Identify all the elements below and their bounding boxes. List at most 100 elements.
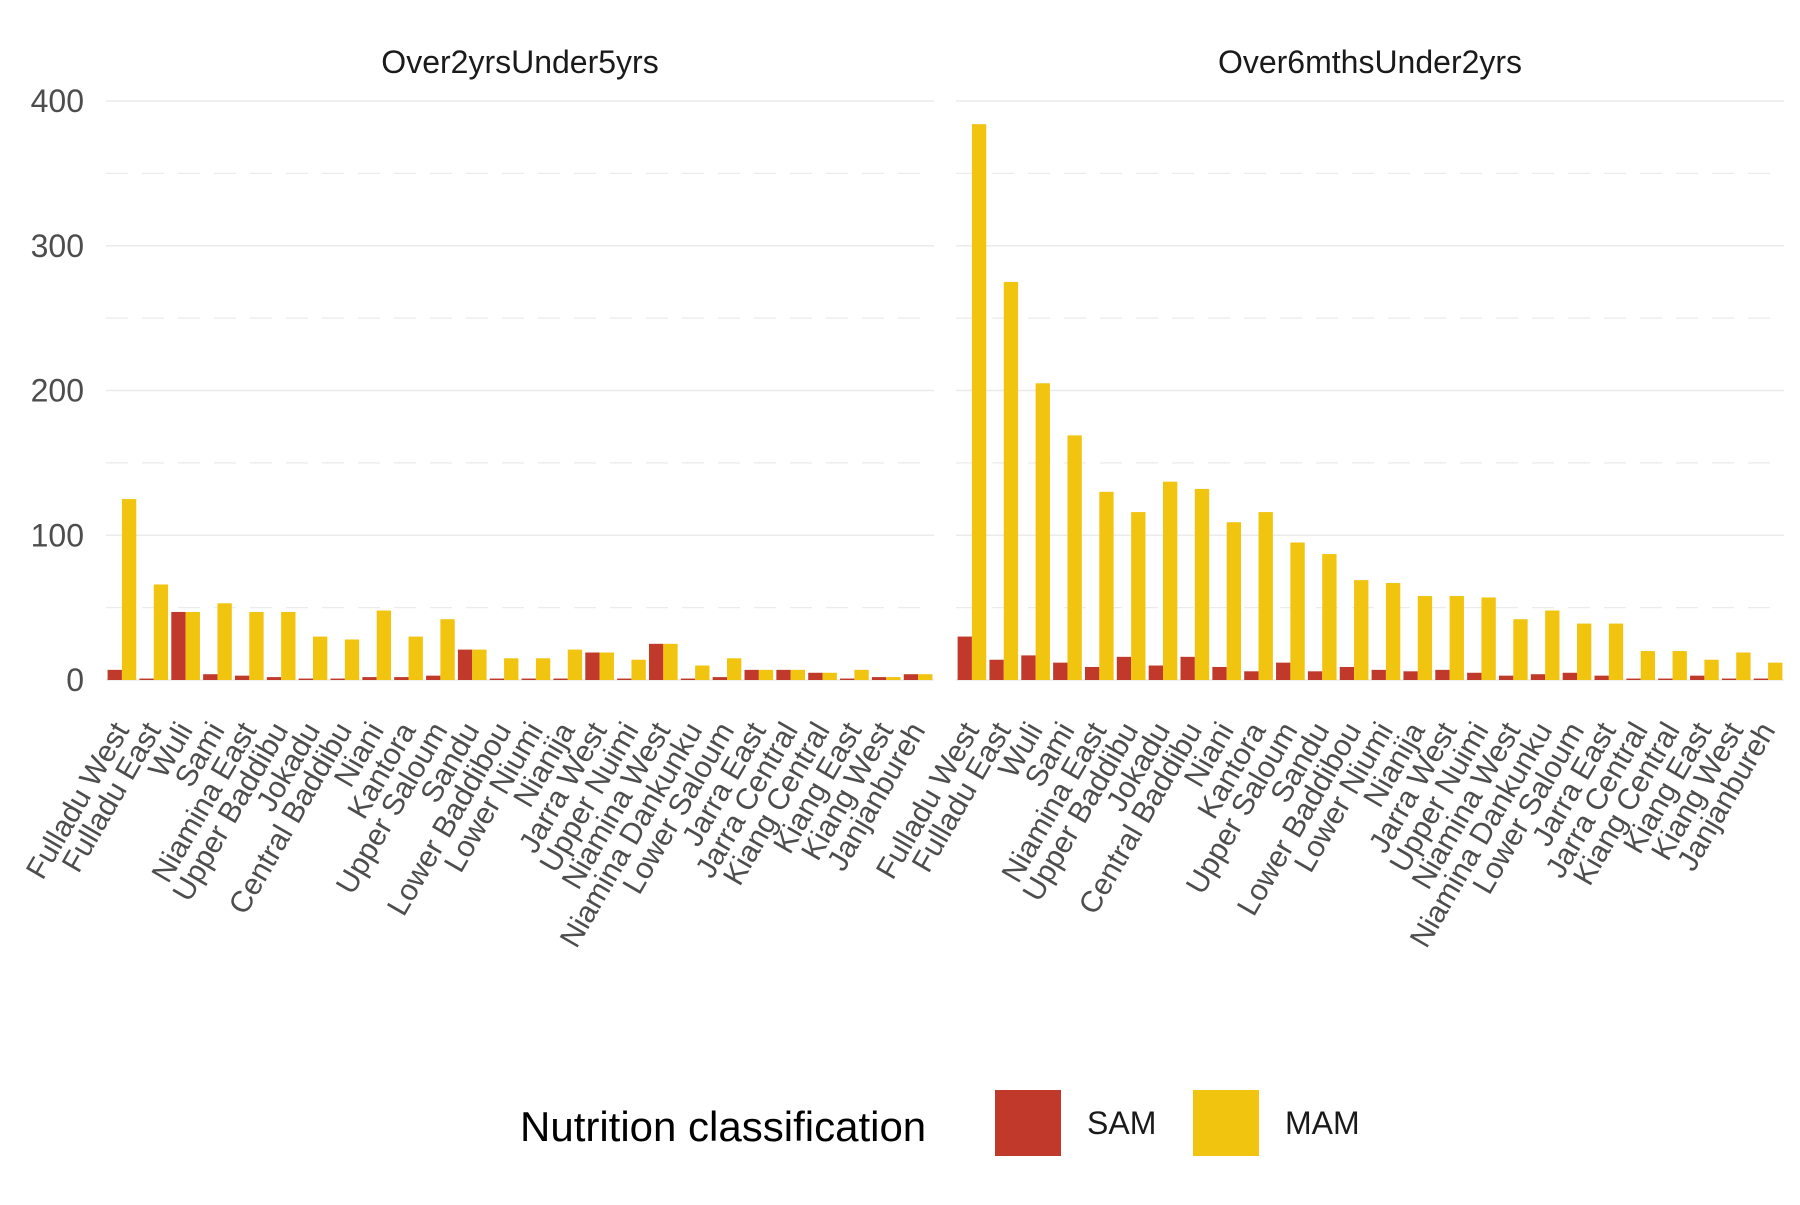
bar-mam (1577, 623, 1592, 680)
bar-sam (426, 675, 441, 680)
bar-sam (139, 678, 154, 680)
legend-title: Nutrition classification (520, 1103, 926, 1150)
bar-sam (1339, 666, 1355, 680)
facet-title: Over2yrsUnder5yrs (381, 44, 658, 80)
bar-sam (298, 678, 313, 680)
bar-mam (1545, 610, 1560, 680)
bar-mam (567, 649, 583, 680)
bar-mam (1322, 554, 1337, 680)
bar-sam (1690, 675, 1705, 680)
bar-mam (1449, 596, 1464, 680)
bar-sam (1307, 671, 1323, 680)
bar-sam (171, 611, 186, 680)
y-tick-label: 200 (31, 373, 84, 409)
bars (107, 124, 1783, 680)
bar-sam (1148, 665, 1163, 680)
y-tick-label: 300 (31, 228, 84, 264)
bar-mam (217, 603, 232, 680)
bar-mam (376, 610, 392, 680)
bar-sam (553, 678, 568, 680)
legend-label-mam: MAM (1285, 1105, 1360, 1141)
bar-mam (281, 611, 296, 680)
bar-mam (727, 658, 742, 680)
bar-mam (1194, 488, 1210, 680)
bar-mam (1354, 580, 1369, 680)
bar-sam (989, 659, 1004, 680)
facet-title: Over6mthsUnder2yrs (1218, 44, 1522, 80)
bar-sam (1626, 678, 1641, 680)
bar-sam (1498, 675, 1514, 680)
bar-mam (854, 669, 869, 680)
bar-sam (840, 678, 855, 680)
bar-sam (808, 672, 823, 680)
bar-mam (313, 636, 328, 680)
bar-sam (648, 643, 664, 680)
bar-sam (957, 636, 972, 680)
bar-sam (1021, 655, 1036, 680)
bar-sam (680, 678, 696, 680)
bar-mam (599, 652, 614, 680)
bar-mam (1099, 491, 1114, 680)
bar-mam (971, 124, 987, 680)
bar-mam (1417, 596, 1433, 680)
bar-mam (344, 639, 360, 680)
legend: Nutrition classification SAM MAM (520, 1090, 1360, 1156)
bar-mam (1290, 542, 1305, 680)
bar-mam (1131, 512, 1146, 680)
bar-sam (457, 649, 473, 680)
bar-sam (489, 678, 505, 680)
bar-sam (394, 677, 409, 680)
bar-sam (871, 677, 887, 680)
bar-mam (1704, 659, 1719, 680)
bar-sam (712, 677, 727, 680)
bar-mam (918, 674, 933, 680)
bar-mam (1481, 597, 1496, 680)
bar-sam (1530, 674, 1546, 680)
bar-sam (1721, 678, 1737, 680)
bar-sam (1053, 662, 1068, 680)
bar-mam (1768, 662, 1783, 680)
legend-key-sam (995, 1090, 1061, 1156)
bar-sam (1116, 656, 1132, 680)
bar-mam (758, 669, 774, 680)
bar-mam (121, 499, 137, 680)
bar-mam (1003, 281, 1019, 680)
bar-sam (903, 674, 919, 680)
bar-mam (1736, 652, 1751, 680)
legend-key-mam (1193, 1090, 1259, 1156)
bar-mam (631, 659, 646, 680)
bar-sam (362, 677, 377, 680)
y-tick-label: 100 (31, 517, 84, 553)
bar-mam (504, 658, 519, 680)
bar-mam (153, 584, 169, 680)
bar-sam (617, 678, 632, 680)
bar-sam (1467, 672, 1482, 680)
bar-sam (776, 669, 791, 680)
bar-sam (744, 669, 759, 680)
bar-sam (107, 669, 122, 680)
bar-mam (535, 658, 551, 680)
y-tick-label: 400 (31, 83, 84, 119)
bar-mam (408, 636, 423, 680)
bar-sam (1753, 678, 1769, 680)
bar-mam (185, 611, 200, 680)
gridlines (106, 100, 1784, 681)
bar-mam (1385, 583, 1401, 680)
bar-sam (1244, 671, 1259, 680)
bar-mam (1513, 619, 1528, 680)
bar-sam (330, 678, 345, 680)
bar-sam (1180, 656, 1195, 680)
bar-sam (203, 674, 218, 680)
bar-mam (472, 649, 487, 680)
bar-mam (695, 665, 710, 680)
bar-mam (790, 669, 806, 680)
bar-sam (266, 677, 282, 680)
y-tick-label: 0 (66, 662, 84, 698)
bar-mam (1672, 651, 1687, 680)
bar-sam (521, 678, 536, 680)
bar-mam (886, 677, 901, 680)
bar-mam (440, 619, 455, 680)
bar-mam (249, 611, 264, 680)
